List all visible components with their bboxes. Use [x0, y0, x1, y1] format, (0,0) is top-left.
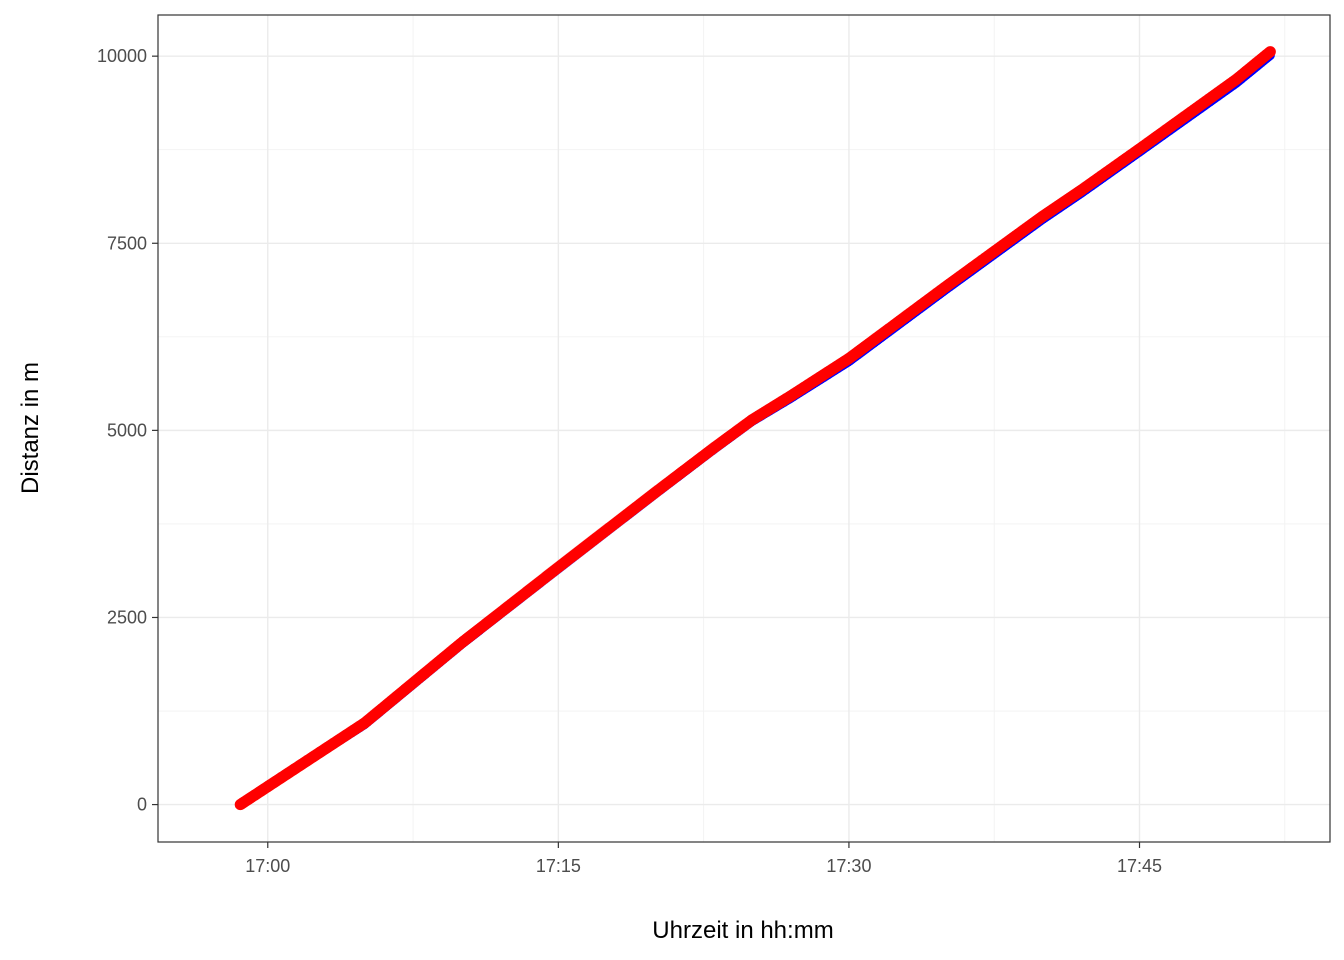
- y-axis-title: Distanz in m: [17, 362, 44, 494]
- x-tick-label: 17:00: [245, 856, 290, 876]
- panel-border: [157, 14, 1331, 843]
- y-tick-label: 10000: [97, 46, 147, 66]
- series-2: [234, 46, 1276, 811]
- series-layer: [234, 46, 1276, 811]
- tick-marks: [152, 55, 1141, 848]
- x-tick-labels: 17:00 17:15 17:30 17:45: [245, 856, 1162, 876]
- y-tick-label: 7500: [107, 233, 147, 253]
- panel-frame: [157, 14, 1331, 843]
- y-tick-label: 5000: [107, 420, 147, 440]
- x-tick-label: 17:30: [826, 856, 871, 876]
- y-tick-label: 0: [137, 795, 147, 815]
- y-tick-labels: 0 2500 5000 7500 10000: [97, 46, 147, 814]
- x-tick-label: 17:15: [536, 856, 581, 876]
- data-point: [1264, 46, 1276, 58]
- x-axis-title: Uhrzeit in hh:mm: [652, 917, 833, 944]
- x-tick-label: 17:45: [1117, 856, 1162, 876]
- y-tick-label: 2500: [107, 607, 147, 627]
